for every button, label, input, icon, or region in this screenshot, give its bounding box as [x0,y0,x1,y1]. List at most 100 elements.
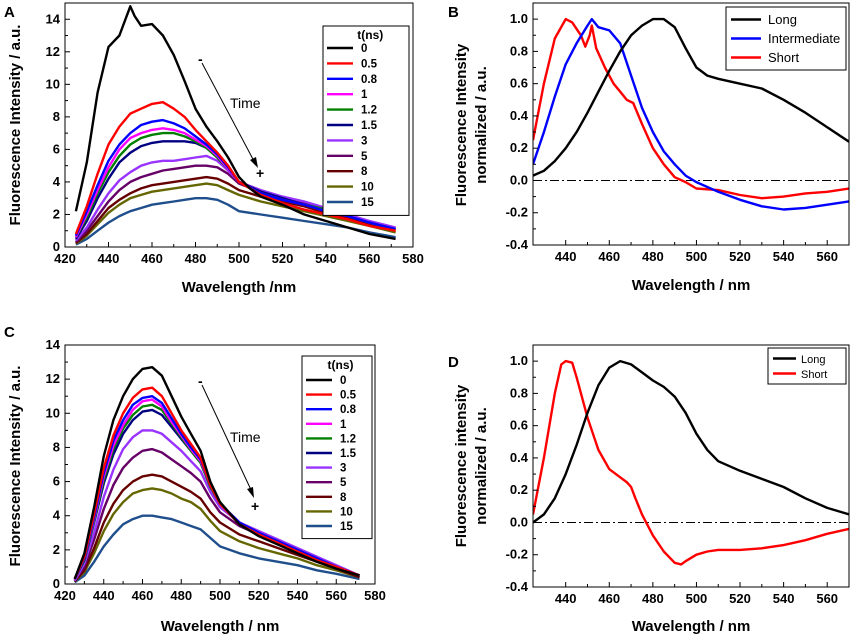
legend-title: t(ns) [328,358,354,372]
x-tick-label: 480 [642,591,664,606]
x-tick-label: 460 [598,591,620,606]
legend-label: 1.5 [340,448,357,460]
legend-label: 10 [361,182,374,194]
series-line-10 [75,182,396,245]
y-tick-label: 0.4 [510,108,529,123]
legend-label: 1.2 [340,433,356,445]
legend-a: t(ns)0 0.5 0.8 1 1.2 1.5 3 5 8 10 15 [322,25,410,216]
series-line-3 [73,429,360,582]
y-tick-label: 14 [46,11,61,26]
series-line-8 [73,473,360,583]
x-tick-label: 540 [315,251,337,266]
x-tick-label: 500 [228,251,250,266]
y-tick-label: 10 [46,76,60,91]
legend-label: Long [768,12,797,27]
legend-label: 0.5 [340,390,357,402]
x-tick-label: 520 [729,249,751,264]
legend-label: 0 [340,375,346,387]
y-tick-label: 2 [53,542,60,557]
annotation-minus-c: - [198,373,203,389]
legend-label: 3 [361,135,367,147]
xlabel-b: Wavelength / nm [632,277,751,294]
y-tick-label: 0.0 [510,172,528,187]
series-clip [74,5,396,246]
legend-label: 15 [340,521,353,533]
y-tick-label: 1.0 [510,11,528,26]
x-tick-label: 520 [248,588,270,603]
tick-labels-b: 440 460 480 500 520 540 560 -0.4 -0.2 0.0 0.2 0.4 0.… [506,11,838,264]
legend-label: Short [801,369,827,381]
x-tick-label: 420 [54,251,76,266]
x-tick-label: 440 [555,249,577,264]
legend-b: Long Intermediate Short [725,6,847,71]
x-tick-label: 460 [141,251,163,266]
series-group-b [533,17,849,211]
legend-label: 5 [340,477,347,489]
y-tick-label: 0.2 [510,140,528,155]
legend-label: 8 [361,166,368,178]
series-line-10 [73,487,360,583]
series-line-15 [74,514,360,584]
legend-label: 1 [340,419,347,431]
y-tick-label: 0 [53,239,60,254]
legend-label: 15 [361,197,374,209]
y-tick-label: 12 [46,44,60,59]
series-line-3 [74,154,396,242]
x-tick-label: 440 [98,251,120,266]
y-tick-label: 10 [46,405,60,420]
series-line-0 [73,366,360,580]
series-line-0 [74,5,396,241]
legend-title: t(ns) [357,28,383,42]
legend-label: 0.8 [340,404,357,416]
x-tick-label: 500 [686,249,708,264]
legend-label: 1 [361,89,368,101]
x-tick-label: 460 [598,249,620,264]
x-tick-label: 560 [359,251,381,266]
panel-label-c: C [4,324,15,341]
x-tick-label: 520 [729,591,751,606]
x-tick-label: 480 [642,249,664,264]
ylabel-d-line2: normalized / a.u. [473,407,490,525]
y-tick-label: 6 [53,141,60,156]
x-tick-label: 420 [54,588,76,603]
series-group-a [74,5,396,246]
series-line-short [533,17,849,200]
x-tick-label: 540 [287,588,309,603]
x-tick-label: 480 [185,251,207,266]
series-line-0-8 [74,118,396,237]
y-tick-label: 14 [46,337,61,352]
ylabel-d-line1: Fluorescence intensity [453,384,470,547]
legend-box [301,355,373,540]
y-tick-label: 1.0 [510,353,528,368]
annotation-plus-c: + [251,498,259,514]
xlabel-a: Wavelength /nm [182,279,296,296]
panel-d: D 440 460 480 500 520 540 560 -0.4 -0.2 0.0 0.2 0.4… [448,344,850,635]
xlabel-d: Wavelength / nm [632,618,751,635]
ylabel-a: Fluorescence Intensity / a.u. [7,25,24,226]
tick-labels-d: 440 460 480 500 520 540 560 -0.4 -0.2 0.0 0.2 0.4 0.… [506,353,838,606]
x-tick-label: 460 [132,588,154,603]
series-clip [73,366,360,584]
legend-label: 3 [340,463,346,475]
legend-box [322,25,410,216]
series-line-8 [75,175,396,244]
series-line-short [533,359,849,566]
series-line-0-5 [73,386,360,580]
y-tick-label: 0.6 [510,76,528,91]
x-tick-label: 520 [272,251,294,266]
series-line-0-5 [74,101,396,235]
legend-label: 5 [361,151,368,163]
series-group-d [533,359,849,566]
panel-a: A 420 440 460 480 500 520 540 560 58002468101214… [4,2,424,296]
ylabel-b-line2: normalized / a.u. [473,66,490,184]
panel-label-b: B [448,4,459,21]
legend-c: t(ns) 0 0.5 0.8 1 1.2 1.5 3 5 8 10 15 [301,355,373,540]
annotation-time-c: Time [230,429,261,445]
time-arrow-a [201,62,256,164]
x-tick-label: 540 [773,249,795,264]
annotation-time-a: Time [230,95,261,111]
legend-label: 0 [361,43,367,55]
annotation-plus-a: + [256,165,264,181]
